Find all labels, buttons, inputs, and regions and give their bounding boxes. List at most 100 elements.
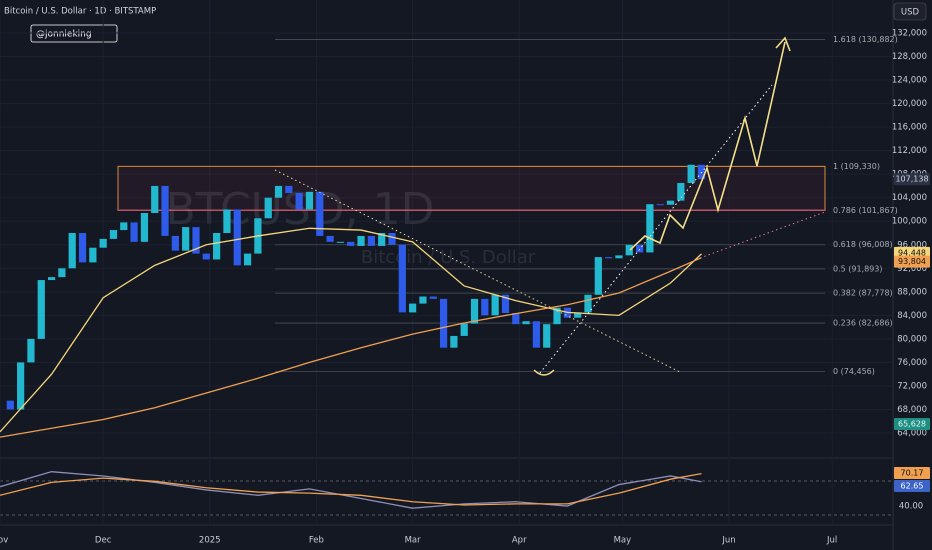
candle [6,400,14,410]
currency[interactable]: USD [901,8,920,18]
arrow-head [775,36,791,52]
trend-line [539,84,773,374]
x-tick-label: Jul [826,536,837,546]
candle [378,233,386,246]
rsi-label-bg [894,480,930,492]
drawings [274,36,826,376]
x-tick-label: May [614,536,632,546]
fib-label: 0.5 (91,893) [833,264,883,273]
candle [409,303,417,313]
y-tick-label: 120,000 [892,99,927,109]
moving-average [0,257,702,438]
candle [120,222,128,231]
rsi-label: 70.17 [901,469,924,478]
candle [388,233,396,245]
candle [305,191,314,210]
y-tick-label: 116,000 [892,123,927,133]
candle [243,253,252,266]
rsi-label-bg [894,467,930,479]
candle [68,233,76,269]
candle [182,227,190,251]
y-tick-label: 76,000 [897,358,927,368]
candle [656,204,664,206]
candle [274,185,283,198]
candle [140,213,149,242]
x-tick-label: 2025 [199,536,221,546]
y-tick-label: 84,000 [897,311,927,321]
y-tick-label: 68,000 [897,405,927,415]
rsi-tick-label: 40.00 [899,502,923,512]
candle [491,294,499,316]
bottom-arc [533,369,555,376]
candle [677,183,685,201]
rsi-line [0,471,702,509]
candle [429,296,437,299]
candle [574,312,582,318]
candle [161,185,169,236]
y-tick-label: 104,000 [892,193,927,203]
y-tick-label: 88,000 [897,287,927,297]
candle [553,307,561,325]
watermark: BTCUSD, 1D [165,184,434,235]
candle [130,222,138,242]
candle [202,253,210,260]
currency-button[interactable] [893,2,927,21]
candle [316,191,324,236]
y-tick-label: 124,000 [892,76,927,86]
candle [543,324,551,348]
author: @jonnieking [36,30,92,40]
candle [89,247,97,263]
candle [285,185,293,193]
fib-label: 1 (109,330) [833,162,880,171]
ma-label-bg [894,255,930,268]
candle [37,280,45,339]
candle [605,257,613,259]
candle [357,235,365,246]
candle [326,235,334,242]
candle [419,296,427,304]
candle [27,338,35,363]
y-tick-label: 112,000 [892,146,927,156]
x-tick-label: Feb [309,536,324,546]
candle [481,298,489,316]
candle [594,257,602,295]
candle [635,244,644,253]
candle [532,321,541,348]
y-tick-label: 132,000 [892,29,927,39]
x-tick-label: Mar [405,536,422,546]
candle [295,193,303,210]
moving-average [0,227,702,433]
x-tick-label: Dec [95,536,112,546]
fib-label: 0.236 (82,686) [833,319,893,328]
y-tick-label: 96,000 [897,240,927,250]
fib-label: 0.382 (87,778) [833,289,893,298]
chart-title: Bitcoin / U.S. Dollar · 1D · BITSTAMP [4,7,156,17]
candle [47,277,56,281]
watermark-subtitle: Bitcoin / U.S. Dollar [361,247,536,268]
candle [615,255,623,259]
candle [398,244,406,313]
candle [192,227,200,254]
candle [336,241,345,243]
candle [625,244,633,256]
ma-label: 93,804 [898,257,926,266]
candle [264,197,272,219]
volume-label: 65,628 [898,420,926,429]
candle [58,268,66,278]
x-tick-label: Nov [0,536,8,546]
fib-label: 1.618 (130,882) [833,35,898,44]
candle [347,241,355,246]
candle [501,294,510,313]
y-tick-label: 128,000 [892,52,927,62]
candle [460,323,468,336]
candle [687,164,695,183]
rsi-label: 62.65 [901,482,924,491]
candle [223,209,231,233]
candle [512,313,520,325]
x-tick-label: Apr [512,536,527,546]
last-price: 107,138 [895,175,928,184]
y-tick-label: 100,000 [892,217,927,227]
candle [109,230,118,239]
volume-label-bg [894,418,930,430]
